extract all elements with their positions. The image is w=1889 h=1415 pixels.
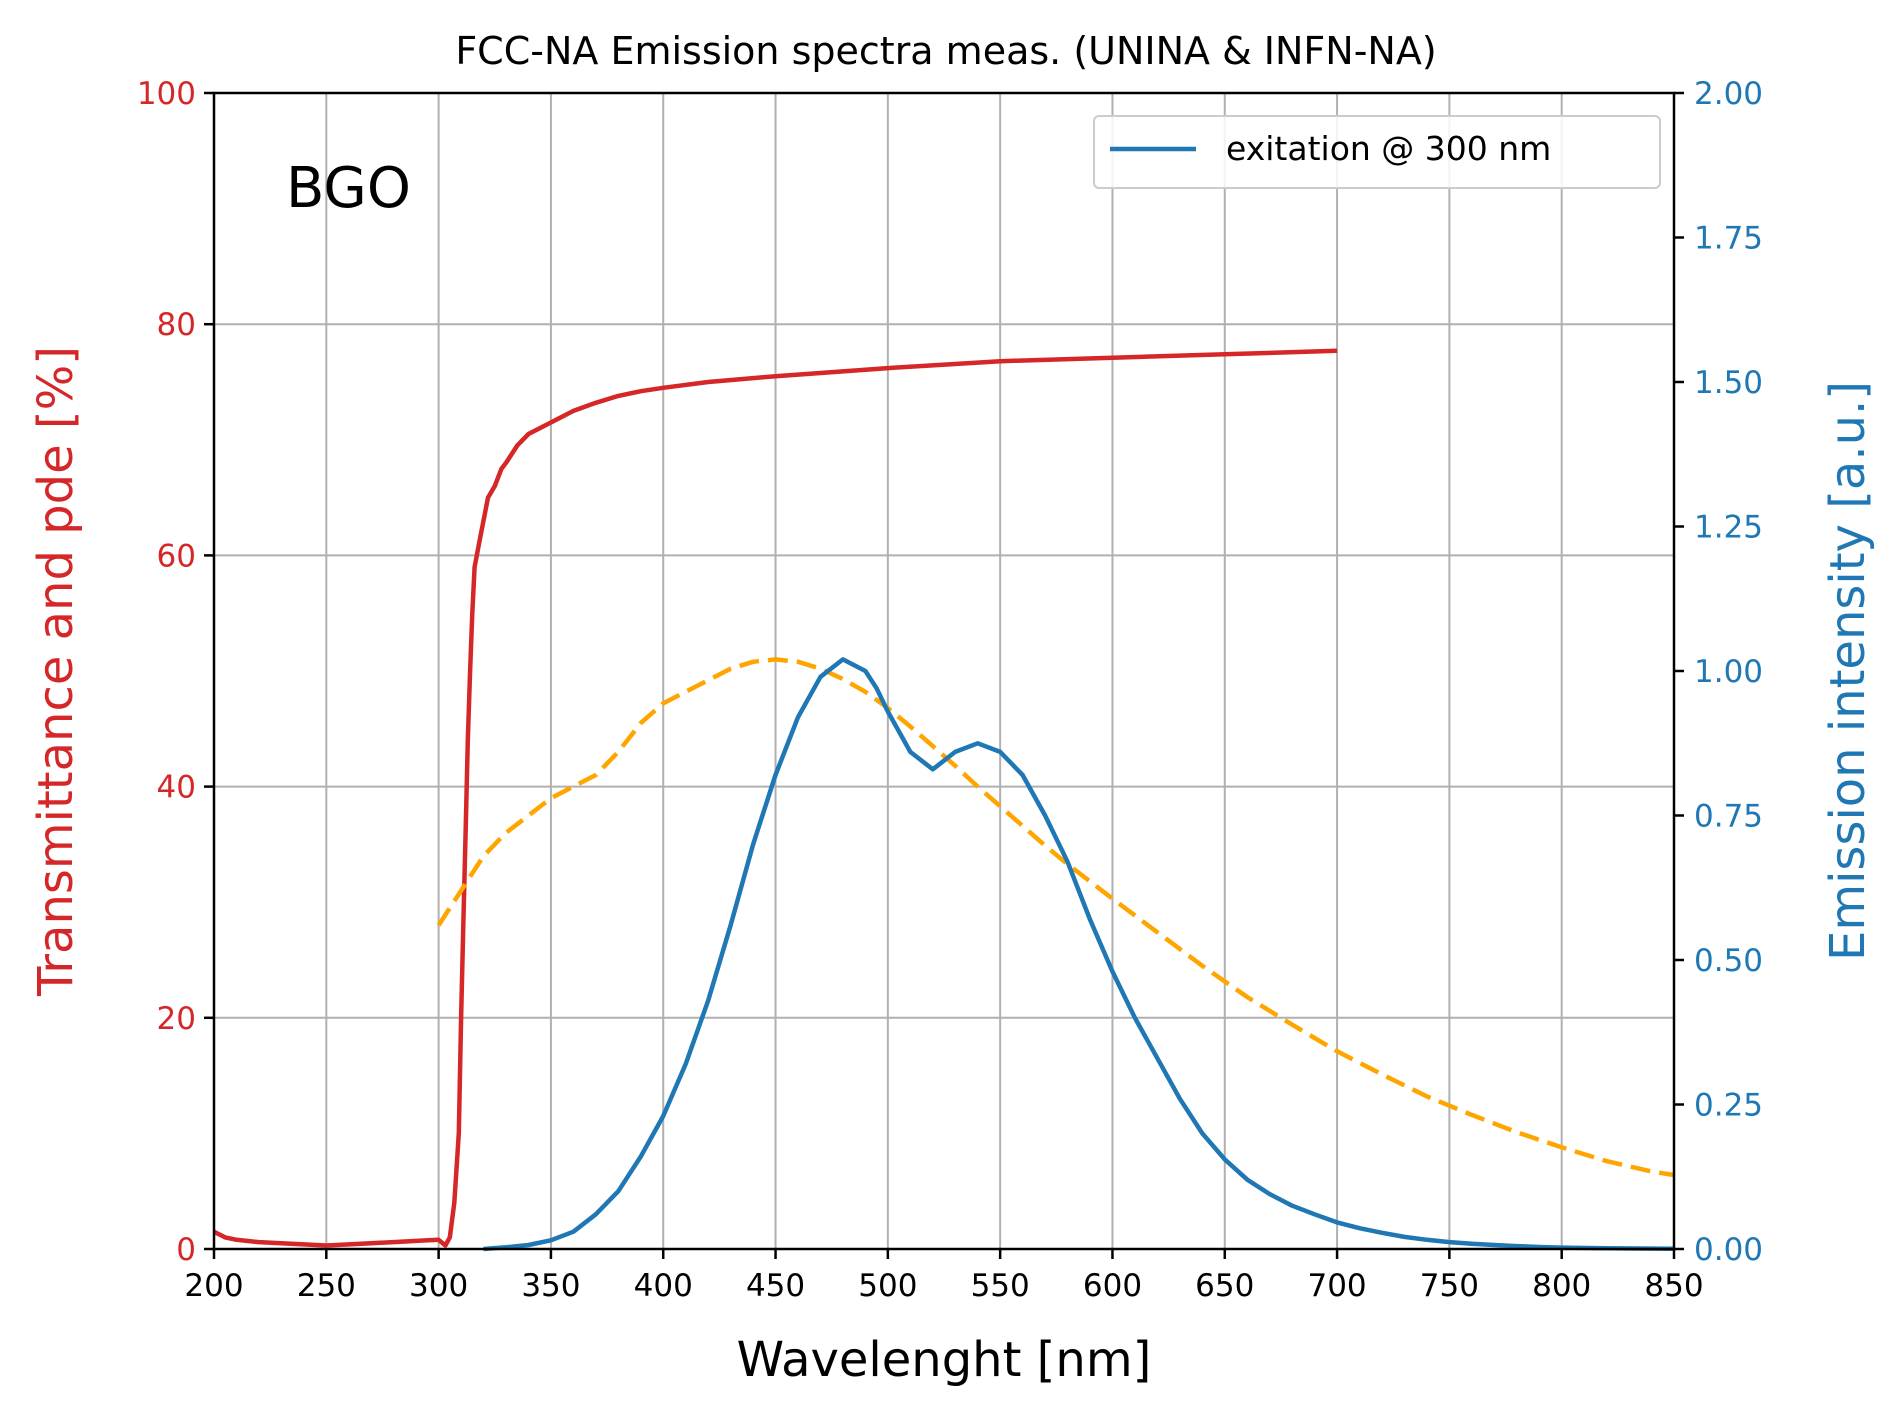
x-tick-label: 350: [521, 1268, 580, 1304]
bgo-annotation: BGO: [286, 156, 411, 221]
x-tick-label: 200: [184, 1268, 243, 1304]
x-tick-label: 750: [1420, 1268, 1479, 1304]
left-tick-label: 80: [157, 307, 196, 343]
x-tick-label: 450: [746, 1268, 805, 1304]
left-tick-label: 60: [157, 538, 196, 574]
right-tick-label: 1.25: [1694, 510, 1763, 546]
right-tick-label: 1.50: [1694, 365, 1763, 401]
legend-box: [1093, 115, 1661, 189]
right-tick-label: 2.00: [1694, 76, 1763, 112]
right-tick-label: 1.00: [1694, 654, 1763, 690]
x-tick-label: 850: [1644, 1268, 1703, 1304]
x-tick-label: 250: [297, 1268, 356, 1304]
series-layer: [212, 348, 1675, 1252]
x-tick-label: 300: [409, 1268, 468, 1304]
x-tick-label: 700: [1307, 1268, 1366, 1304]
transmittance-series-line: [212, 348, 1338, 1248]
x-tick-label: 400: [634, 1268, 693, 1304]
right-tick-label: 0.25: [1694, 1088, 1763, 1124]
left-tick-label: 0: [176, 1232, 196, 1268]
grid: [213, 92, 1675, 1250]
x-axis-label: Wavelenght [nm]: [737, 1332, 1152, 1388]
right-tick-label: 0.50: [1694, 943, 1763, 979]
right-tick-label: 0.75: [1694, 799, 1763, 835]
legend-entry: exitation @ 300 nm: [1226, 129, 1551, 168]
x-axis-ticks: 200 250 300 350 400 450 500 550 600 650 700 750 800 8…: [184, 1249, 1704, 1304]
left-tick-label: 40: [157, 770, 196, 806]
x-tick-label: 650: [1195, 1268, 1254, 1304]
chart-title: FCC-NA Emission spectra meas. (UNINA & I…: [455, 29, 1436, 73]
right-axis-label: Emission intensity [a.u.]: [1820, 381, 1876, 961]
right-tick-label: 1.75: [1694, 221, 1763, 257]
x-tick-label: 600: [1083, 1268, 1142, 1304]
pde-series-line: [436, 657, 1675, 1178]
right-tick-label: 0.00: [1694, 1232, 1763, 1268]
left-tick-label: 100: [137, 76, 196, 112]
x-tick-label: 800: [1532, 1268, 1591, 1304]
left-axis-label: Transmittance and pde [%]: [28, 346, 84, 997]
x-tick-label: 550: [971, 1268, 1030, 1304]
right-axis-ticks: 0.00 0.25 0.50 0.75 1.00 1.25 1.50 1.75 2.00: [1674, 76, 1763, 1268]
legend: exitation @ 300 nm: [1093, 115, 1661, 189]
left-tick-label: 20: [157, 1001, 196, 1037]
emission-series-line: [483, 657, 1675, 1252]
plot-frame: [212, 91, 1676, 1251]
x-tick-label: 500: [858, 1268, 917, 1304]
left-axis-ticks: 0 20 40 60 80 100: [137, 76, 214, 1268]
